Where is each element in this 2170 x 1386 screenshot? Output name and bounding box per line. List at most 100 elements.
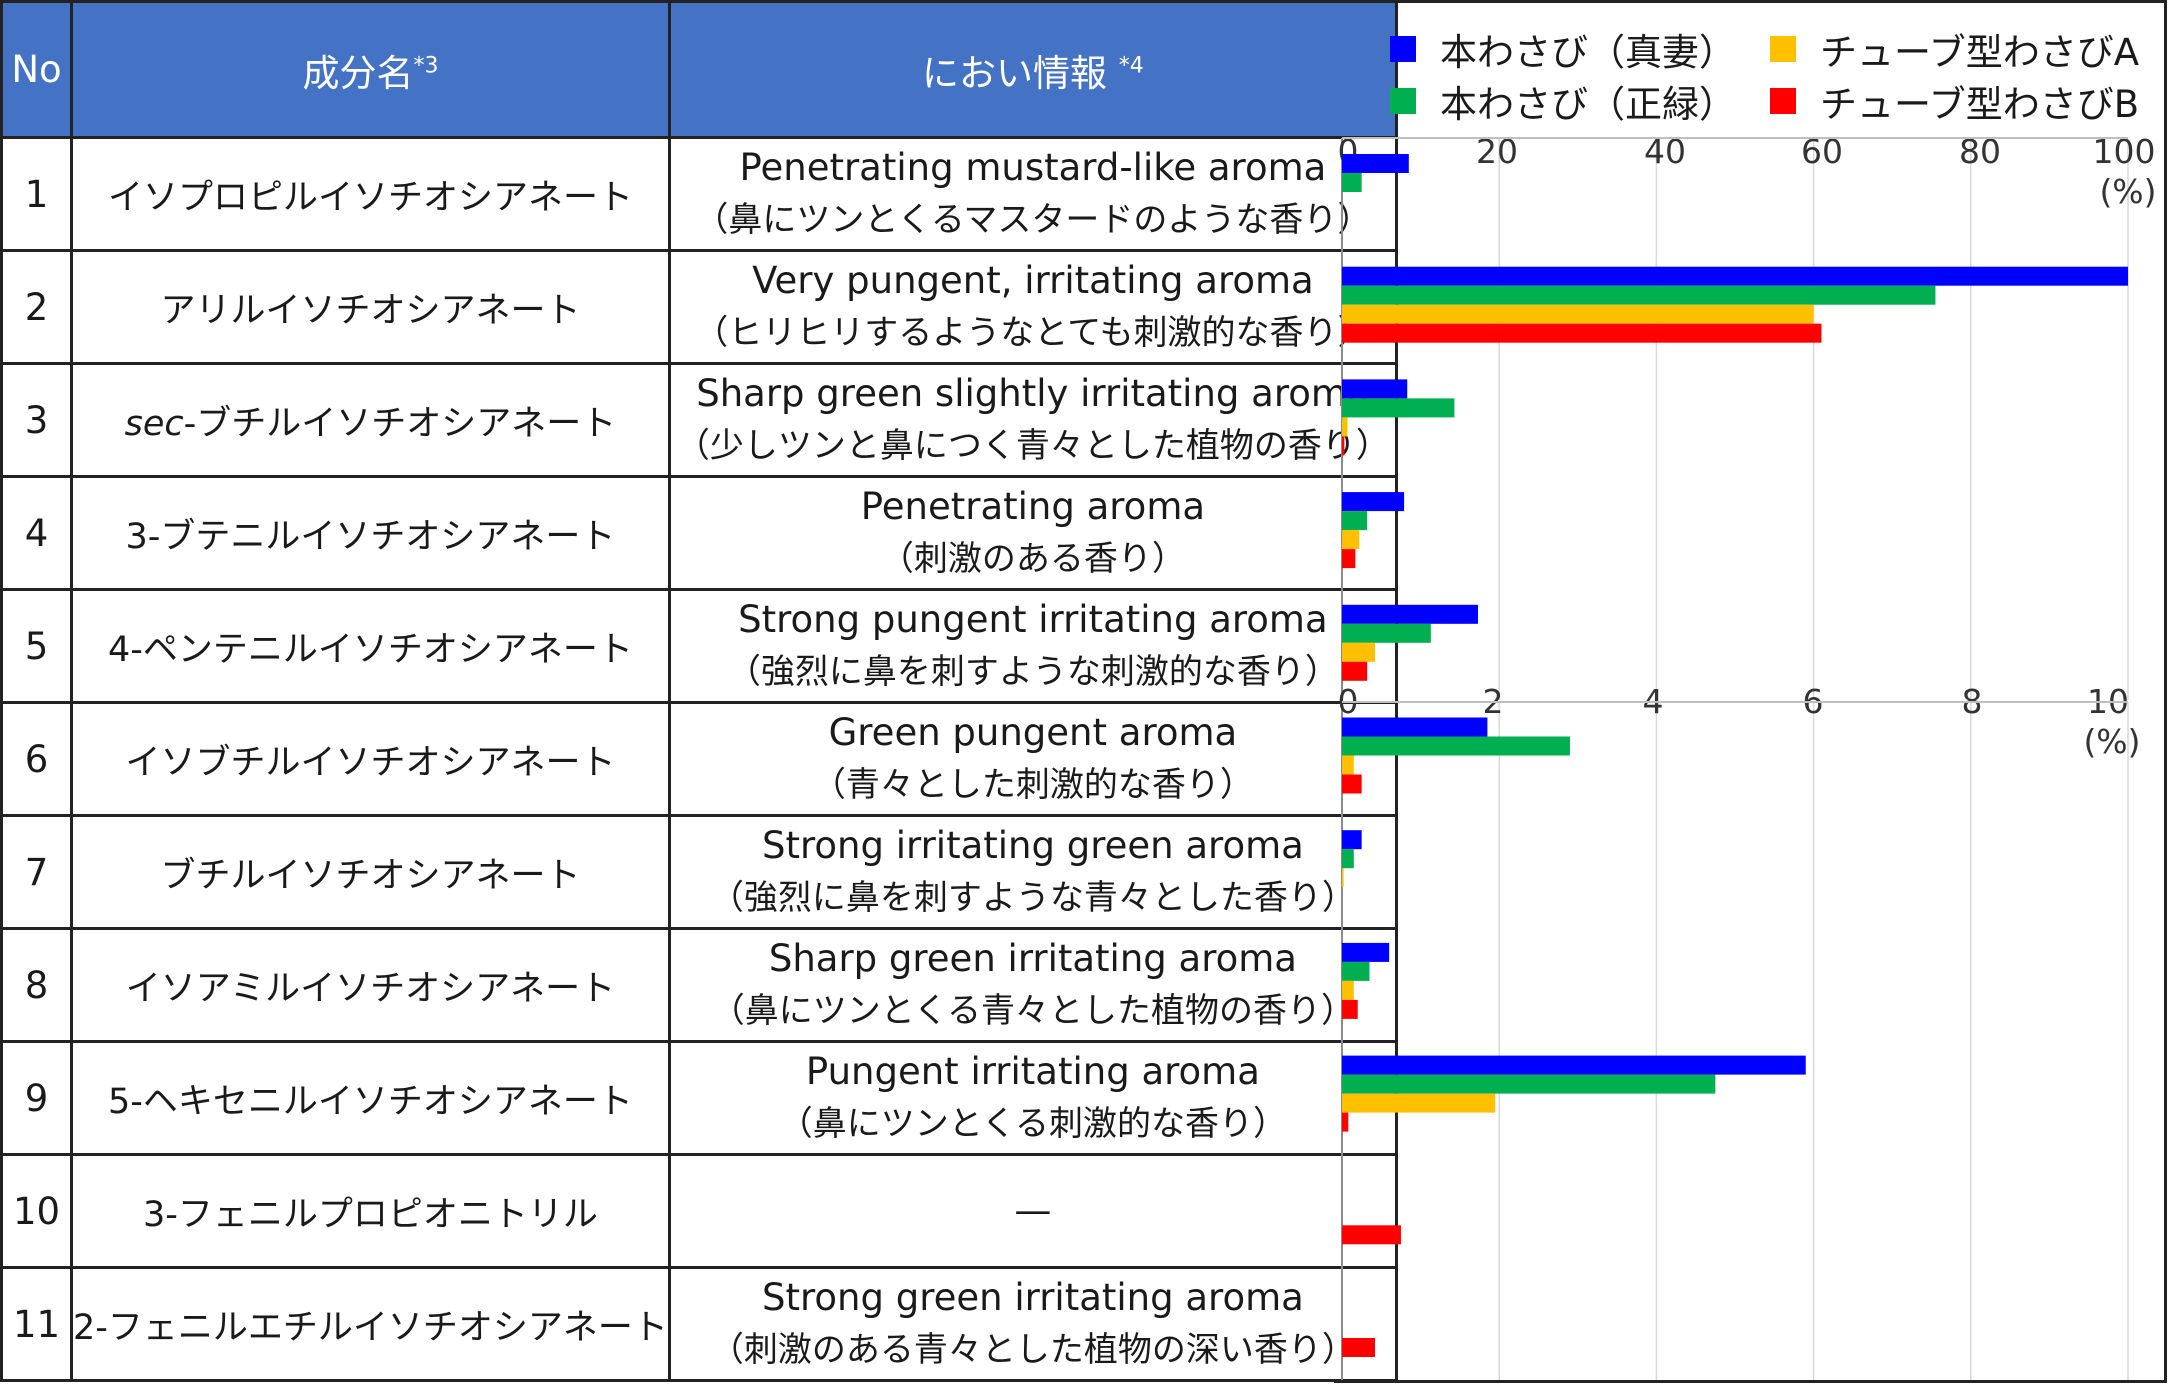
compound-name-text: アリルイソチオシアネート (160, 290, 581, 331)
bar (1342, 849, 1354, 869)
legend-item: 本わさび（真妻） (1390, 22, 1736, 76)
row-number: 7 (0, 814, 73, 930)
compound-name-text: 5-ヘキセニルイソチオシアネート (108, 1081, 633, 1122)
header-odor-footnote: *4 (1118, 53, 1144, 79)
bar (1342, 511, 1368, 531)
compound-name-text: -ブチルイソチオシアネート (183, 403, 617, 444)
bar (1342, 999, 1358, 1019)
compound-name: 3-ブテニルイソチオシアネート (70, 475, 671, 591)
odor-info: Sharp green slightly irritating aroma （少し… (667, 362, 1398, 478)
legend-label: チューブ型わさびB (1820, 83, 2140, 126)
odor-japanese: （青々とした刺激的な香り） (811, 765, 1254, 805)
legend-swatch (1770, 36, 1796, 62)
bar (1342, 868, 1344, 888)
row-number: 6 (0, 701, 73, 817)
table-row: 5 4-ペンテニルイソチオシアネート Strong pungent irritati… (0, 588, 1398, 704)
odor-japanese: （鼻にツンとくる刺激的な香り） (778, 1104, 1288, 1144)
table-row: 6 イソブチルイソチオシアネート Green pungent aroma （青々とした… (0, 701, 1398, 817)
compound-name-text: 2-フェニルエチルイソチオシアネート (73, 1307, 668, 1348)
compound-name-text: ブチルイソチオシアネート (160, 855, 581, 896)
bar (1342, 398, 1455, 418)
odor-info: Strong irritating green aroma （強烈に鼻を刺すような… (667, 814, 1398, 930)
odor-english: Sharp green irritating aroma (768, 937, 1297, 980)
compound-name: 4-ペンテニルイソチオシアネート (70, 588, 671, 704)
odor-japanese: （刺激のある香り） (879, 539, 1186, 579)
row-number: 8 (0, 927, 73, 1043)
row-number: 1 (0, 136, 73, 252)
legend-label: チューブ型わさびA (1820, 31, 2140, 74)
bar (1342, 961, 1370, 981)
legend-swatch (1770, 88, 1796, 114)
compound-name: 2-フェニルエチルイソチオシアネート (70, 1266, 671, 1382)
row-number: 5 (0, 588, 73, 704)
chart-frame (1334, 0, 2167, 1383)
compound-name-text: イソプロピルイソチオシアネート (107, 177, 633, 218)
odor-english: — (1014, 1189, 1052, 1232)
compound-name: アリルイソチオシアネート (70, 249, 671, 365)
bar (1342, 323, 1822, 343)
row-number: 10 (0, 1153, 73, 1269)
odor-info: — (667, 1153, 1398, 1269)
bar (1342, 492, 1405, 512)
odor-japanese: （強烈に鼻を刺すような青々とした香り） (709, 878, 1356, 918)
odor-info: Penetrating mustard-like aroma （鼻にツンとくるマス… (667, 136, 1398, 252)
odor-info: Pungent irritating aroma （鼻にツンとくる刺激的な香り） (667, 1040, 1398, 1156)
legend-label: 本わさび（真妻） (1440, 31, 1736, 74)
odor-japanese: （少しツンと鼻につく青々とした植物の香り） (675, 426, 1390, 466)
table-row: 1 イソプロピルイソチオシアネート Penetrating mustard-like… (0, 136, 1398, 252)
compound-name: 3-フェニルプロピオニトリル (70, 1153, 671, 1269)
odor-english: Pungent irritating aroma (805, 1050, 1260, 1093)
compound-name-text: イソブチルイソチオシアネート (125, 742, 616, 783)
odor-info: Green pungent aroma （青々とした刺激的な香り） (667, 701, 1398, 817)
compound-name: 5-ヘキセニルイソチオシアネート (70, 1040, 671, 1156)
bar (1342, 436, 1345, 456)
table-row: 9 5-ヘキセニルイソチオシアネート Pungent irritating arom… (0, 1040, 1398, 1156)
compound-name-text: イソアミルイソチオシアネート (125, 968, 616, 1009)
legend-item: チューブ型わさびB (1770, 74, 2139, 128)
table-row: 11 2-フェニルエチルイソチオシアネート Strong green irritat… (0, 1266, 1398, 1382)
bar (1342, 304, 1814, 324)
table-row: 3 sec-ブチルイソチオシアネート Sharp green slightly ir… (0, 362, 1398, 478)
legend-label: 本わさび（正緑） (1440, 83, 1736, 126)
bar (1342, 285, 1936, 305)
odor-info: Strong green irritating aroma （刺激のある青々とした… (667, 1266, 1398, 1382)
odor-info: Strong pungent irritating aroma （強烈に鼻を刺すよ… (667, 588, 1398, 704)
bar (1342, 774, 1362, 794)
bar (1342, 661, 1368, 681)
odor-english: Very pungent, irritating aroma (752, 259, 1314, 302)
table-header-row: No 成分名*3 におい情報 *4 (0, 0, 1398, 139)
odor-info: Sharp green irritating aroma （鼻にツンとくる青々とし… (667, 927, 1398, 1043)
legend-swatch (1390, 88, 1416, 114)
aroma-table: No 成分名*3 におい情報 *4 1 イソプロピルイソチオシアネート Penetr… (0, 0, 1398, 1382)
odor-japanese: （刺激のある青々とした植物の深い香り） (709, 1330, 1356, 1370)
odor-english: Penetrating aroma (860, 485, 1206, 528)
bar (1342, 642, 1376, 662)
bar (1342, 980, 1354, 1000)
bar (1342, 1055, 1806, 1075)
header-no: No (0, 0, 73, 139)
bar (1342, 549, 1356, 569)
odor-info: Penetrating aroma （刺激のある香り） (667, 475, 1398, 591)
odor-japanese: （鼻にツンとくる青々とした植物の香り） (710, 991, 1356, 1031)
odor-english: Penetrating mustard-like aroma (739, 146, 1327, 189)
odor-japanese: （鼻にツンとくるマスタードのような香り） (694, 200, 1372, 240)
compound-name-text: 3-ブテニルイソチオシアネート (125, 516, 616, 557)
compound-name: イソブチルイソチオシアネート (70, 701, 671, 817)
bar (1342, 1225, 1401, 1245)
odor-english: Strong pungent irritating aroma (738, 598, 1328, 641)
row-number: 11 (0, 1266, 73, 1382)
bar (1342, 266, 2128, 286)
odor-japanese: （ヒリヒリするようなとても刺激的な香り） (694, 313, 1372, 353)
compound-name: イソプロピルイソチオシアネート (70, 136, 671, 252)
chart-legend: 本わさび（真妻） 本わさび（正緑） チューブ型わさびA チューブ型わさびB (1390, 22, 2150, 126)
bar (1342, 1093, 1496, 1113)
header-compound-name: 成分名*3 (70, 0, 671, 139)
odor-english: Strong irritating green aroma (762, 824, 1304, 867)
row-number: 4 (0, 475, 73, 591)
bar (1342, 1074, 1716, 1094)
bar (1342, 154, 1409, 173)
table-row: 7 ブチルイソチオシアネート Strong irritating green aro… (0, 814, 1398, 930)
bar (1342, 379, 1408, 399)
row-number: 3 (0, 362, 73, 478)
